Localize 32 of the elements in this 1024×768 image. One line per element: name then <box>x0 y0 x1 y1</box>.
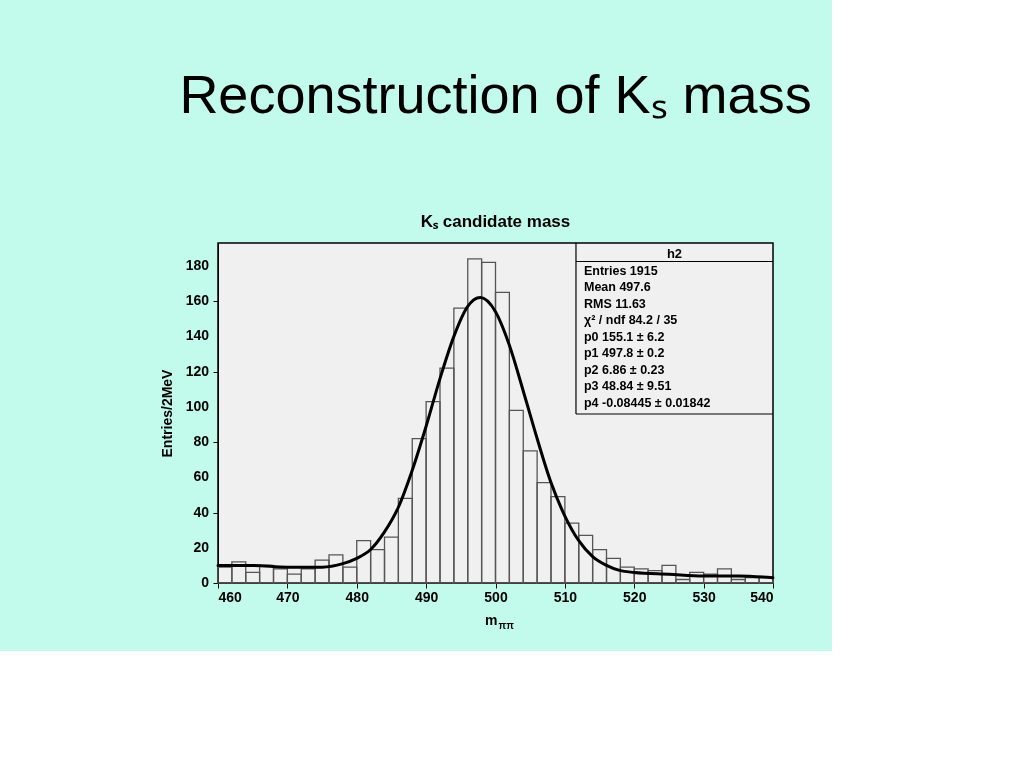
x-tick-label: 540 <box>750 588 774 605</box>
y-tick-label: 120 <box>185 362 210 379</box>
y-axis-title: Entries/2MeV <box>159 368 175 458</box>
annotation: h2 <box>666 246 683 262</box>
x-tick-label: 460 <box>218 588 243 605</box>
annotation: p1 497.8 ± 0.2 <box>583 346 665 361</box>
chart-subtitle: Kₛ candidate mass <box>420 212 571 232</box>
chart-title: Reconstruction of Kₛ mass <box>179 64 812 125</box>
y-tick-label: 140 <box>185 327 210 344</box>
y-tick-label: 80 <box>193 433 210 450</box>
annotation: RMS 11.63 <box>583 296 646 311</box>
x-tick-label: 520 <box>623 588 647 605</box>
annotation: Mean 497.6 <box>583 280 651 295</box>
x-tick-label: 480 <box>345 588 370 605</box>
annotation: p3 48.84 ± 9.51 <box>583 379 672 394</box>
annotation: Entries 1915 <box>583 263 658 278</box>
y-tick-label: 40 <box>193 503 210 520</box>
x-tick-label: 500 <box>484 588 508 605</box>
annotation: p2 6.86 ± 0.23 <box>583 362 665 377</box>
x-tick-label: 490 <box>414 588 439 605</box>
annotation: χ² / ndf 84.2 / 35 <box>583 313 678 328</box>
annotation: p0 155.1 ± 6.2 <box>583 329 665 344</box>
y-tick-label: 100 <box>185 397 210 414</box>
annotation: p4 -0.08445 ± 0.01842 <box>583 395 711 410</box>
y-tick-label: 180 <box>185 256 210 273</box>
y-tick-label: 0 <box>201 574 210 590</box>
y-tick-label: 20 <box>193 538 210 555</box>
y-tick-label: 60 <box>193 468 210 485</box>
x-tick-label: 530 <box>692 588 717 605</box>
x-tick-label: 510 <box>553 588 578 605</box>
y-tick-label: 160 <box>185 292 210 309</box>
x-tick-label: 470 <box>276 588 300 605</box>
